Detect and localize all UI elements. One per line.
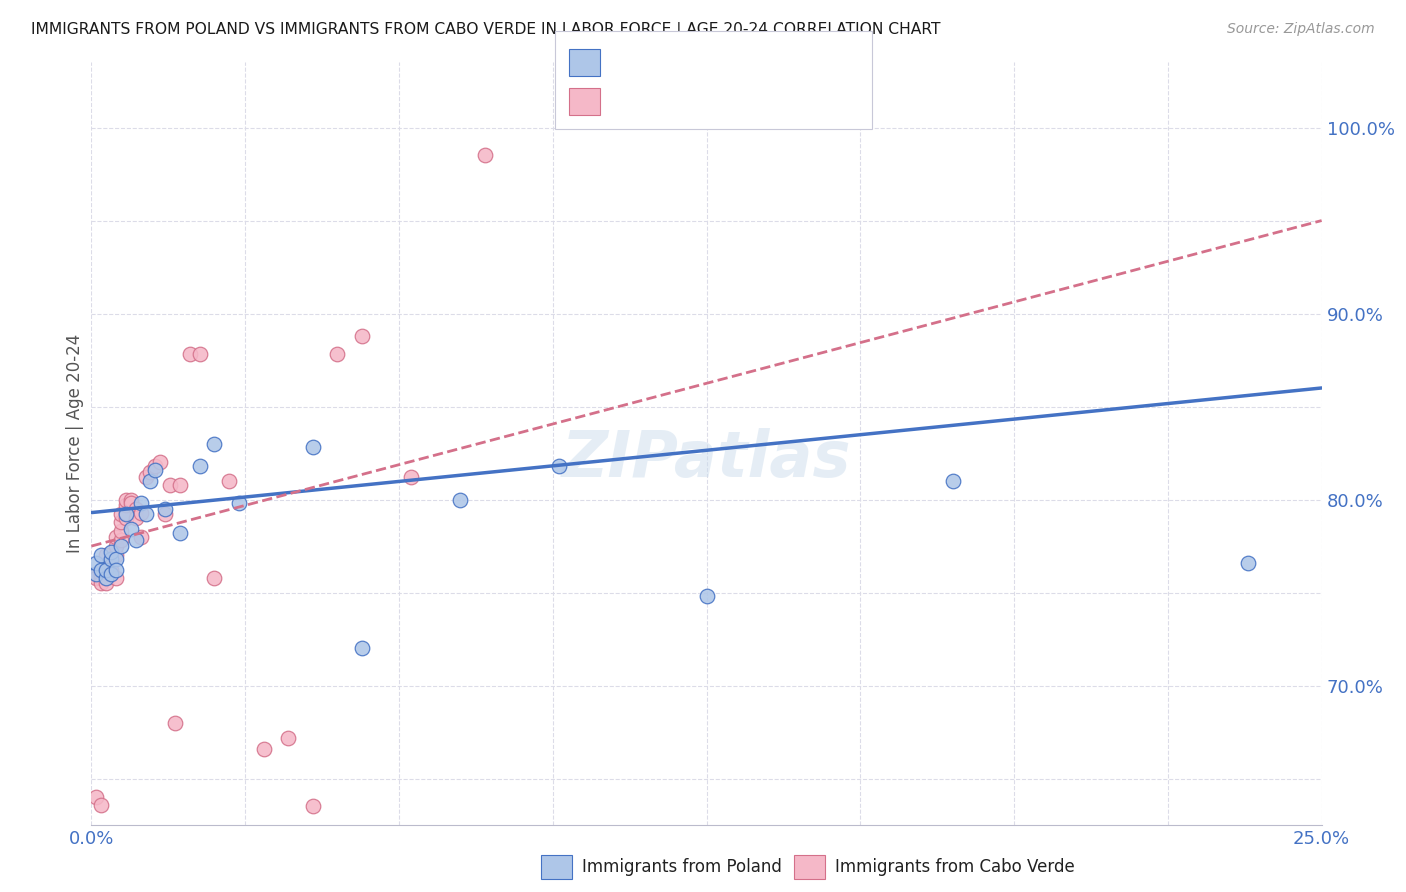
Point (105, 571, 127, 585)
Point (202, 436, 225, 450)
Point (90, 549, 112, 563)
Point (120, 492, 142, 507)
Point (188, 459, 211, 474)
Point (96, 571, 117, 585)
Point (145, 459, 166, 474)
Point (129, 506, 152, 520)
Text: 51: 51 (720, 93, 742, 111)
Point (449, 492, 471, 507)
Point (86, 790, 108, 805)
Point (153, 508, 177, 522)
Point (86, 566, 108, 581)
Point (90, 566, 112, 581)
Point (86, 566, 108, 581)
Point (90, 797, 112, 812)
Point (114, 508, 138, 522)
Point (301, 441, 323, 455)
Point (110, 508, 132, 522)
Point (352, 641, 374, 656)
Point (474, 148, 496, 162)
Text: N =: N = (685, 54, 733, 71)
Point (120, 522, 142, 536)
Point (941, 474, 963, 488)
Point (100, 544, 122, 558)
Point (114, 506, 138, 520)
Point (153, 501, 177, 516)
Point (96, 549, 117, 563)
Point (100, 552, 122, 566)
Point (105, 539, 127, 553)
Point (352, 329, 374, 343)
Point (277, 731, 299, 745)
Point (169, 526, 191, 541)
Text: Immigrants from Cabo Verde: Immigrants from Cabo Verde (835, 858, 1076, 876)
Point (105, 549, 127, 563)
Text: R =: R = (610, 93, 647, 111)
Point (100, 563, 122, 577)
Y-axis label: In Labor Force | Age 20-24: In Labor Force | Age 20-24 (66, 334, 84, 553)
Point (145, 463, 166, 477)
Point (163, 715, 186, 730)
Point (90, 563, 112, 577)
Point (253, 741, 276, 756)
Point (110, 539, 132, 553)
Point (100, 552, 122, 566)
Point (135, 508, 156, 522)
Point (695, 589, 717, 603)
Point (149, 455, 172, 469)
Point (96, 563, 117, 577)
Point (228, 496, 250, 510)
Point (96, 563, 117, 577)
Point (96, 571, 117, 585)
Point (139, 465, 162, 479)
Text: IMMIGRANTS FROM POLAND VS IMMIGRANTS FROM CABO VERDE IN LABOR FORCE | AGE 20-24 : IMMIGRANTS FROM POLAND VS IMMIGRANTS FRO… (31, 22, 941, 38)
Point (100, 566, 122, 581)
Point (139, 474, 162, 488)
Text: ZIPatlas: ZIPatlas (562, 428, 851, 490)
Text: 0.162: 0.162 (641, 93, 693, 111)
Point (114, 498, 138, 512)
Point (135, 470, 156, 484)
Point (326, 347, 349, 361)
Point (114, 492, 138, 507)
Text: Immigrants from Poland: Immigrants from Poland (582, 858, 782, 876)
Point (86, 571, 108, 585)
Point (399, 470, 422, 484)
Point (110, 515, 132, 529)
Point (129, 530, 152, 544)
Point (110, 524, 132, 539)
Point (169, 477, 191, 491)
Point (218, 474, 240, 488)
Point (188, 347, 211, 361)
Text: R =: R = (610, 54, 647, 71)
Point (1237, 556, 1260, 570)
Point (547, 459, 569, 474)
Text: Source: ZipAtlas.com: Source: ZipAtlas.com (1227, 22, 1375, 37)
Text: 31: 31 (720, 54, 742, 71)
Point (124, 533, 146, 548)
Point (86, 556, 108, 570)
Point (114, 511, 138, 525)
Point (90, 571, 112, 585)
Point (179, 347, 201, 361)
Point (90, 576, 112, 591)
Point (96, 576, 117, 591)
Point (124, 501, 146, 516)
Point (159, 477, 181, 491)
Point (105, 552, 127, 566)
Point (129, 496, 152, 510)
Point (105, 530, 127, 544)
Point (124, 511, 146, 525)
Point (301, 799, 323, 814)
Point (110, 533, 132, 548)
Point (202, 571, 225, 585)
Point (120, 496, 142, 510)
Point (105, 563, 127, 577)
Text: N =: N = (685, 93, 733, 111)
Text: 0.183: 0.183 (641, 54, 693, 71)
Point (100, 566, 122, 581)
